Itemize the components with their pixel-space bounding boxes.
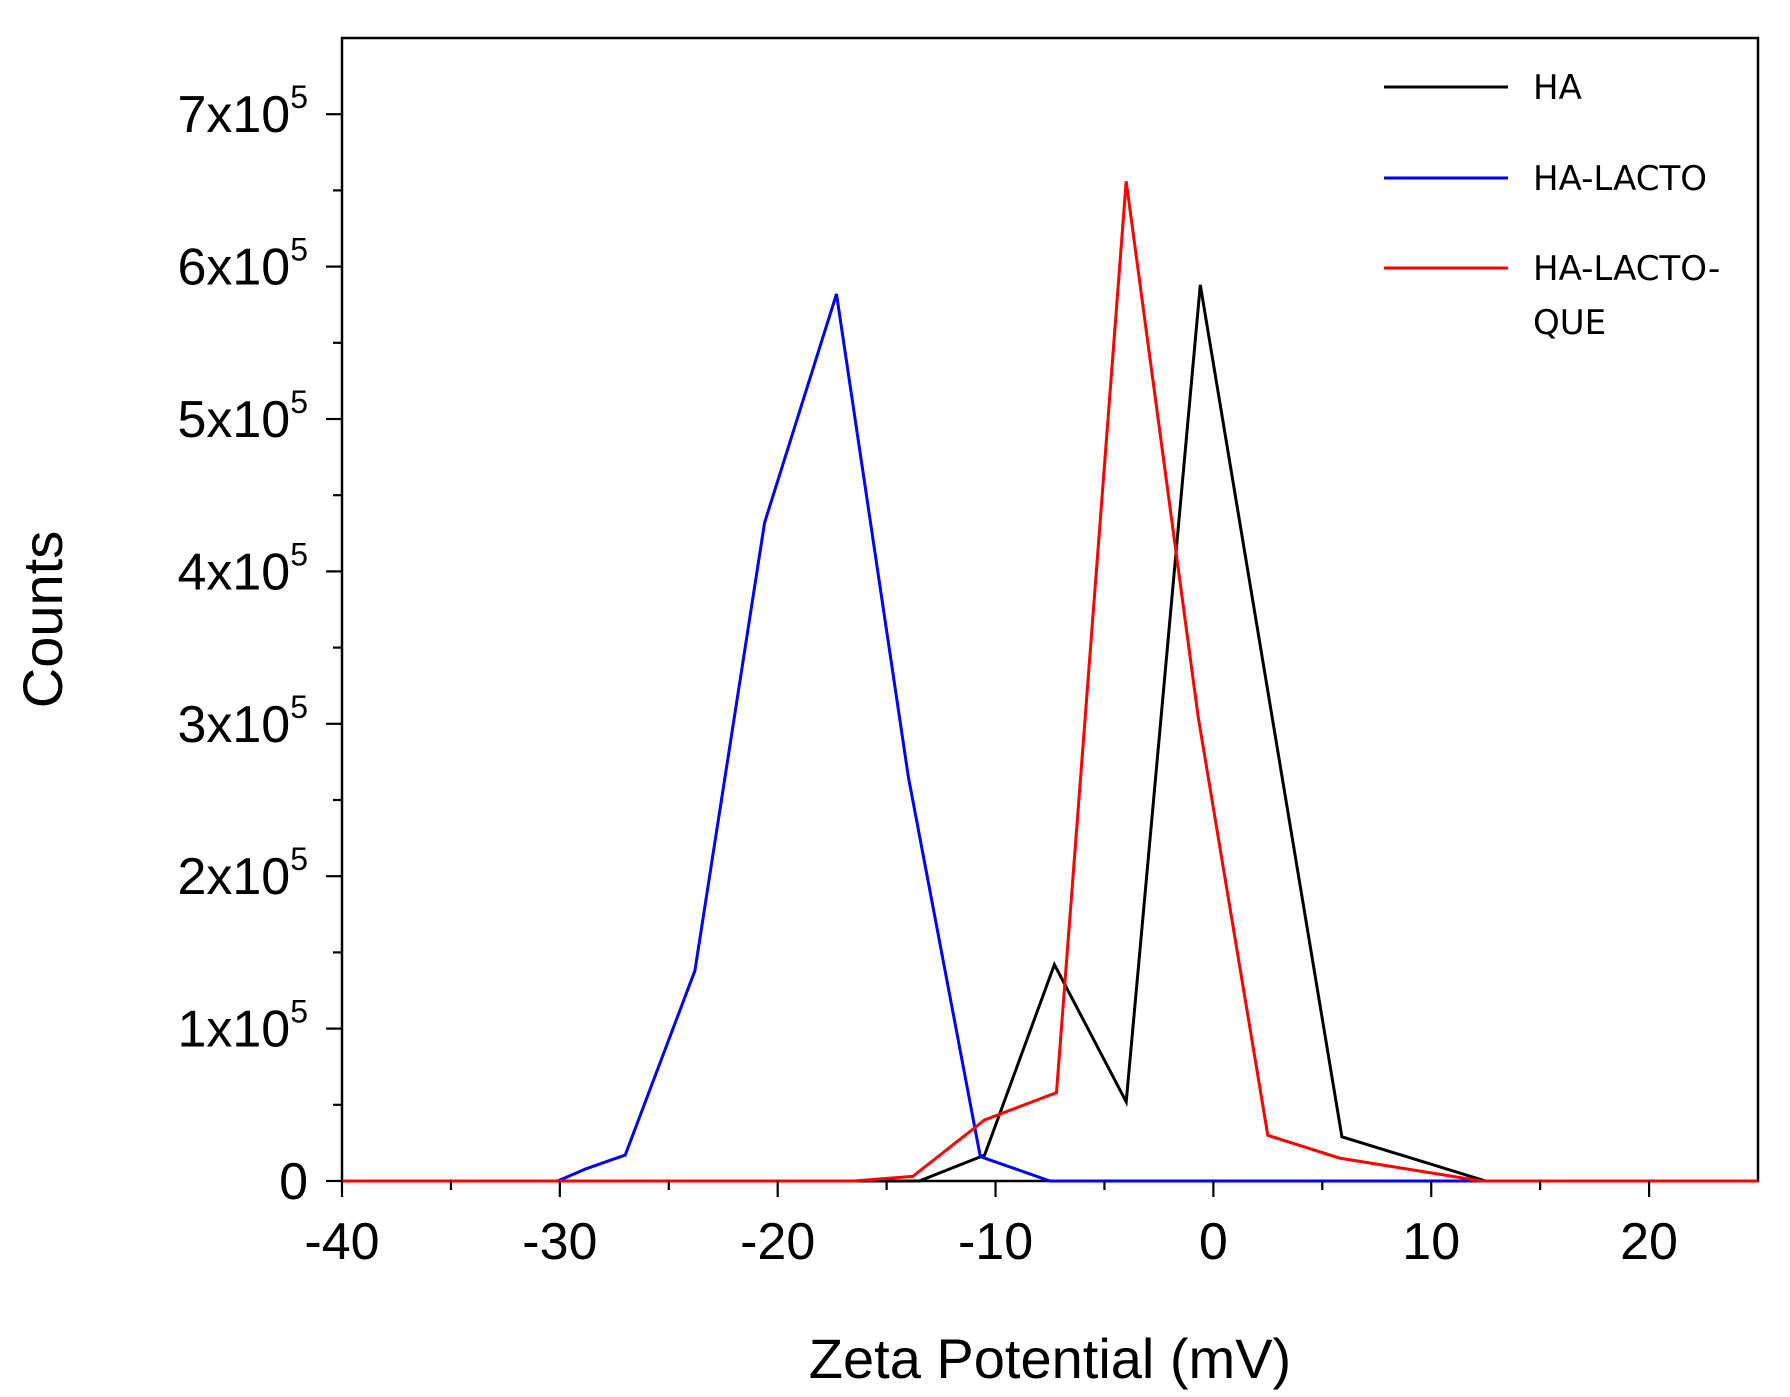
plot-area-border (340, 36, 1760, 1183)
legend: HA HA-LACTO HA-LACTO- QUE (1384, 68, 1720, 343)
y-axis-title: Counts (11, 531, 74, 708)
legend-label-ha: HA (1533, 68, 1582, 108)
legend-label-ha-lacto-que: HA-LACTO- (1533, 249, 1720, 289)
series-line-ha (342, 284, 1758, 1183)
series-layer (341, 181, 1759, 1183)
y-tick-label: 1x105 (177, 994, 308, 1059)
y-tick-label: 4x105 (177, 536, 308, 601)
x-axis-ticks: -40 -30 -20 -10 0 10 20 (304, 1181, 1678, 1271)
x-tick-label: 10 (1402, 1213, 1460, 1271)
series-line-ha-lacto (342, 293, 1758, 1183)
x-tick-label: -20 (740, 1213, 815, 1271)
x-axis-title: Zeta Potential (mV) (809, 1327, 1291, 1390)
y-tick-label: 0 (279, 1153, 308, 1211)
x-tick-label: -30 (522, 1213, 597, 1271)
x-tick-label: 0 (1199, 1213, 1228, 1271)
y-axis-ticks: 0 1x105 2x105 3x105 4x105 5x105 6x105 7x105 (177, 79, 342, 1211)
x-tick-label: -40 (304, 1213, 379, 1271)
x-tick-label: 20 (1620, 1213, 1678, 1271)
y-tick-label: 3x105 (177, 689, 308, 754)
legend-label-ha-lacto: HA-LACTO (1533, 159, 1707, 199)
y-tick-label: 6x105 (177, 232, 308, 297)
legend-label-ha-lacto-que: QUE (1533, 303, 1606, 343)
y-tick-label: 2x105 (177, 841, 308, 906)
plot-frame (340, 36, 1760, 1183)
y-tick-label: 5x105 (177, 384, 308, 449)
x-tick-label: -10 (958, 1213, 1033, 1271)
y-tick-label: 7x105 (177, 79, 308, 144)
